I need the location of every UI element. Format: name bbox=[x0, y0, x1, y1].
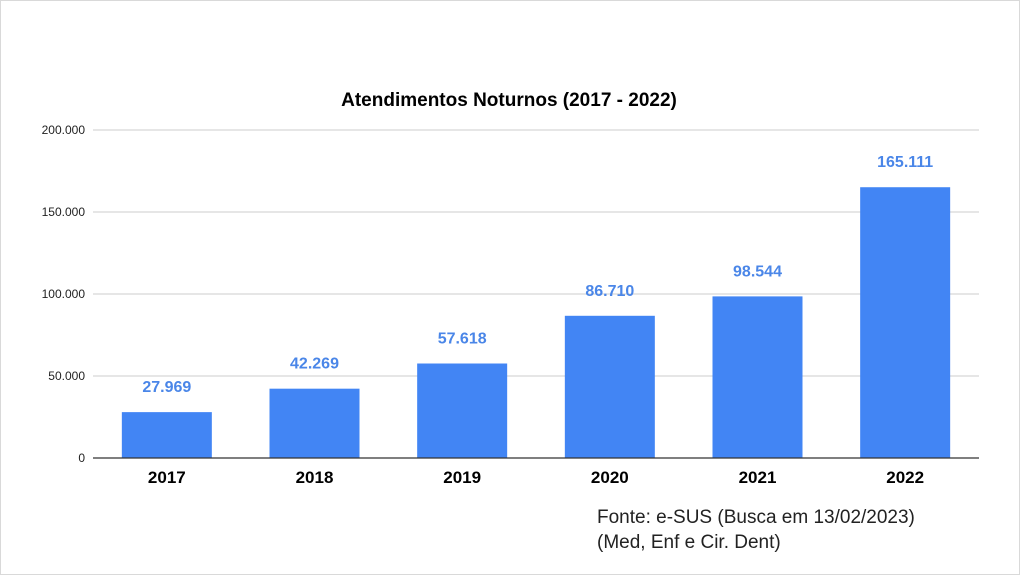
bar-2022 bbox=[860, 187, 951, 458]
data-labels: 27.969 42.269 57.618 86.710 98.544 165.111 bbox=[142, 154, 933, 396]
source-line-2: (Med, Enf e Cir. Dent) bbox=[597, 532, 781, 553]
bar-2019 bbox=[417, 363, 508, 458]
data-label-2022: 165.111 bbox=[877, 154, 933, 171]
gridlines bbox=[93, 129, 979, 377]
y-axis-ticks: 0 50.000 100.000 150.000 200.000 bbox=[42, 123, 86, 465]
bar-2017 bbox=[121, 412, 212, 458]
bars bbox=[121, 187, 951, 458]
y-tick-label: 100.000 bbox=[42, 287, 86, 301]
data-label-2018: 42.269 bbox=[290, 356, 339, 373]
chart-title: Atendimentos Noturnos (2017 - 2022) bbox=[341, 90, 677, 111]
data-label-2019: 57.618 bbox=[438, 331, 487, 348]
y-tick-label: 200.000 bbox=[42, 123, 86, 137]
y-tick-label: 50.000 bbox=[48, 369, 85, 383]
y-tick-label: 0 bbox=[78, 451, 85, 465]
x-axis-ticks: 2017 2018 2019 2020 2021 2022 bbox=[148, 468, 924, 487]
x-tick-label: 2022 bbox=[886, 468, 924, 487]
bar-2018 bbox=[269, 388, 360, 458]
data-label-2017: 27.969 bbox=[142, 379, 191, 396]
source-line-1: Fonte: e-SUS (Busca em 13/02/2023) bbox=[597, 507, 915, 528]
x-tick-label: 2018 bbox=[296, 468, 334, 487]
x-tick-label: 2020 bbox=[591, 468, 629, 487]
bar-2020 bbox=[564, 315, 655, 458]
bar-2021 bbox=[712, 296, 803, 458]
x-tick-label: 2019 bbox=[443, 468, 481, 487]
x-tick-label: 2017 bbox=[148, 468, 186, 487]
y-tick-label: 150.000 bbox=[42, 205, 86, 219]
data-label-2020: 86.710 bbox=[585, 283, 634, 300]
x-tick-label: 2021 bbox=[739, 468, 777, 487]
data-label-2021: 98.544 bbox=[733, 263, 782, 280]
source-note: Fonte: e-SUS (Busca em 13/02/2023) (Med,… bbox=[597, 505, 915, 555]
